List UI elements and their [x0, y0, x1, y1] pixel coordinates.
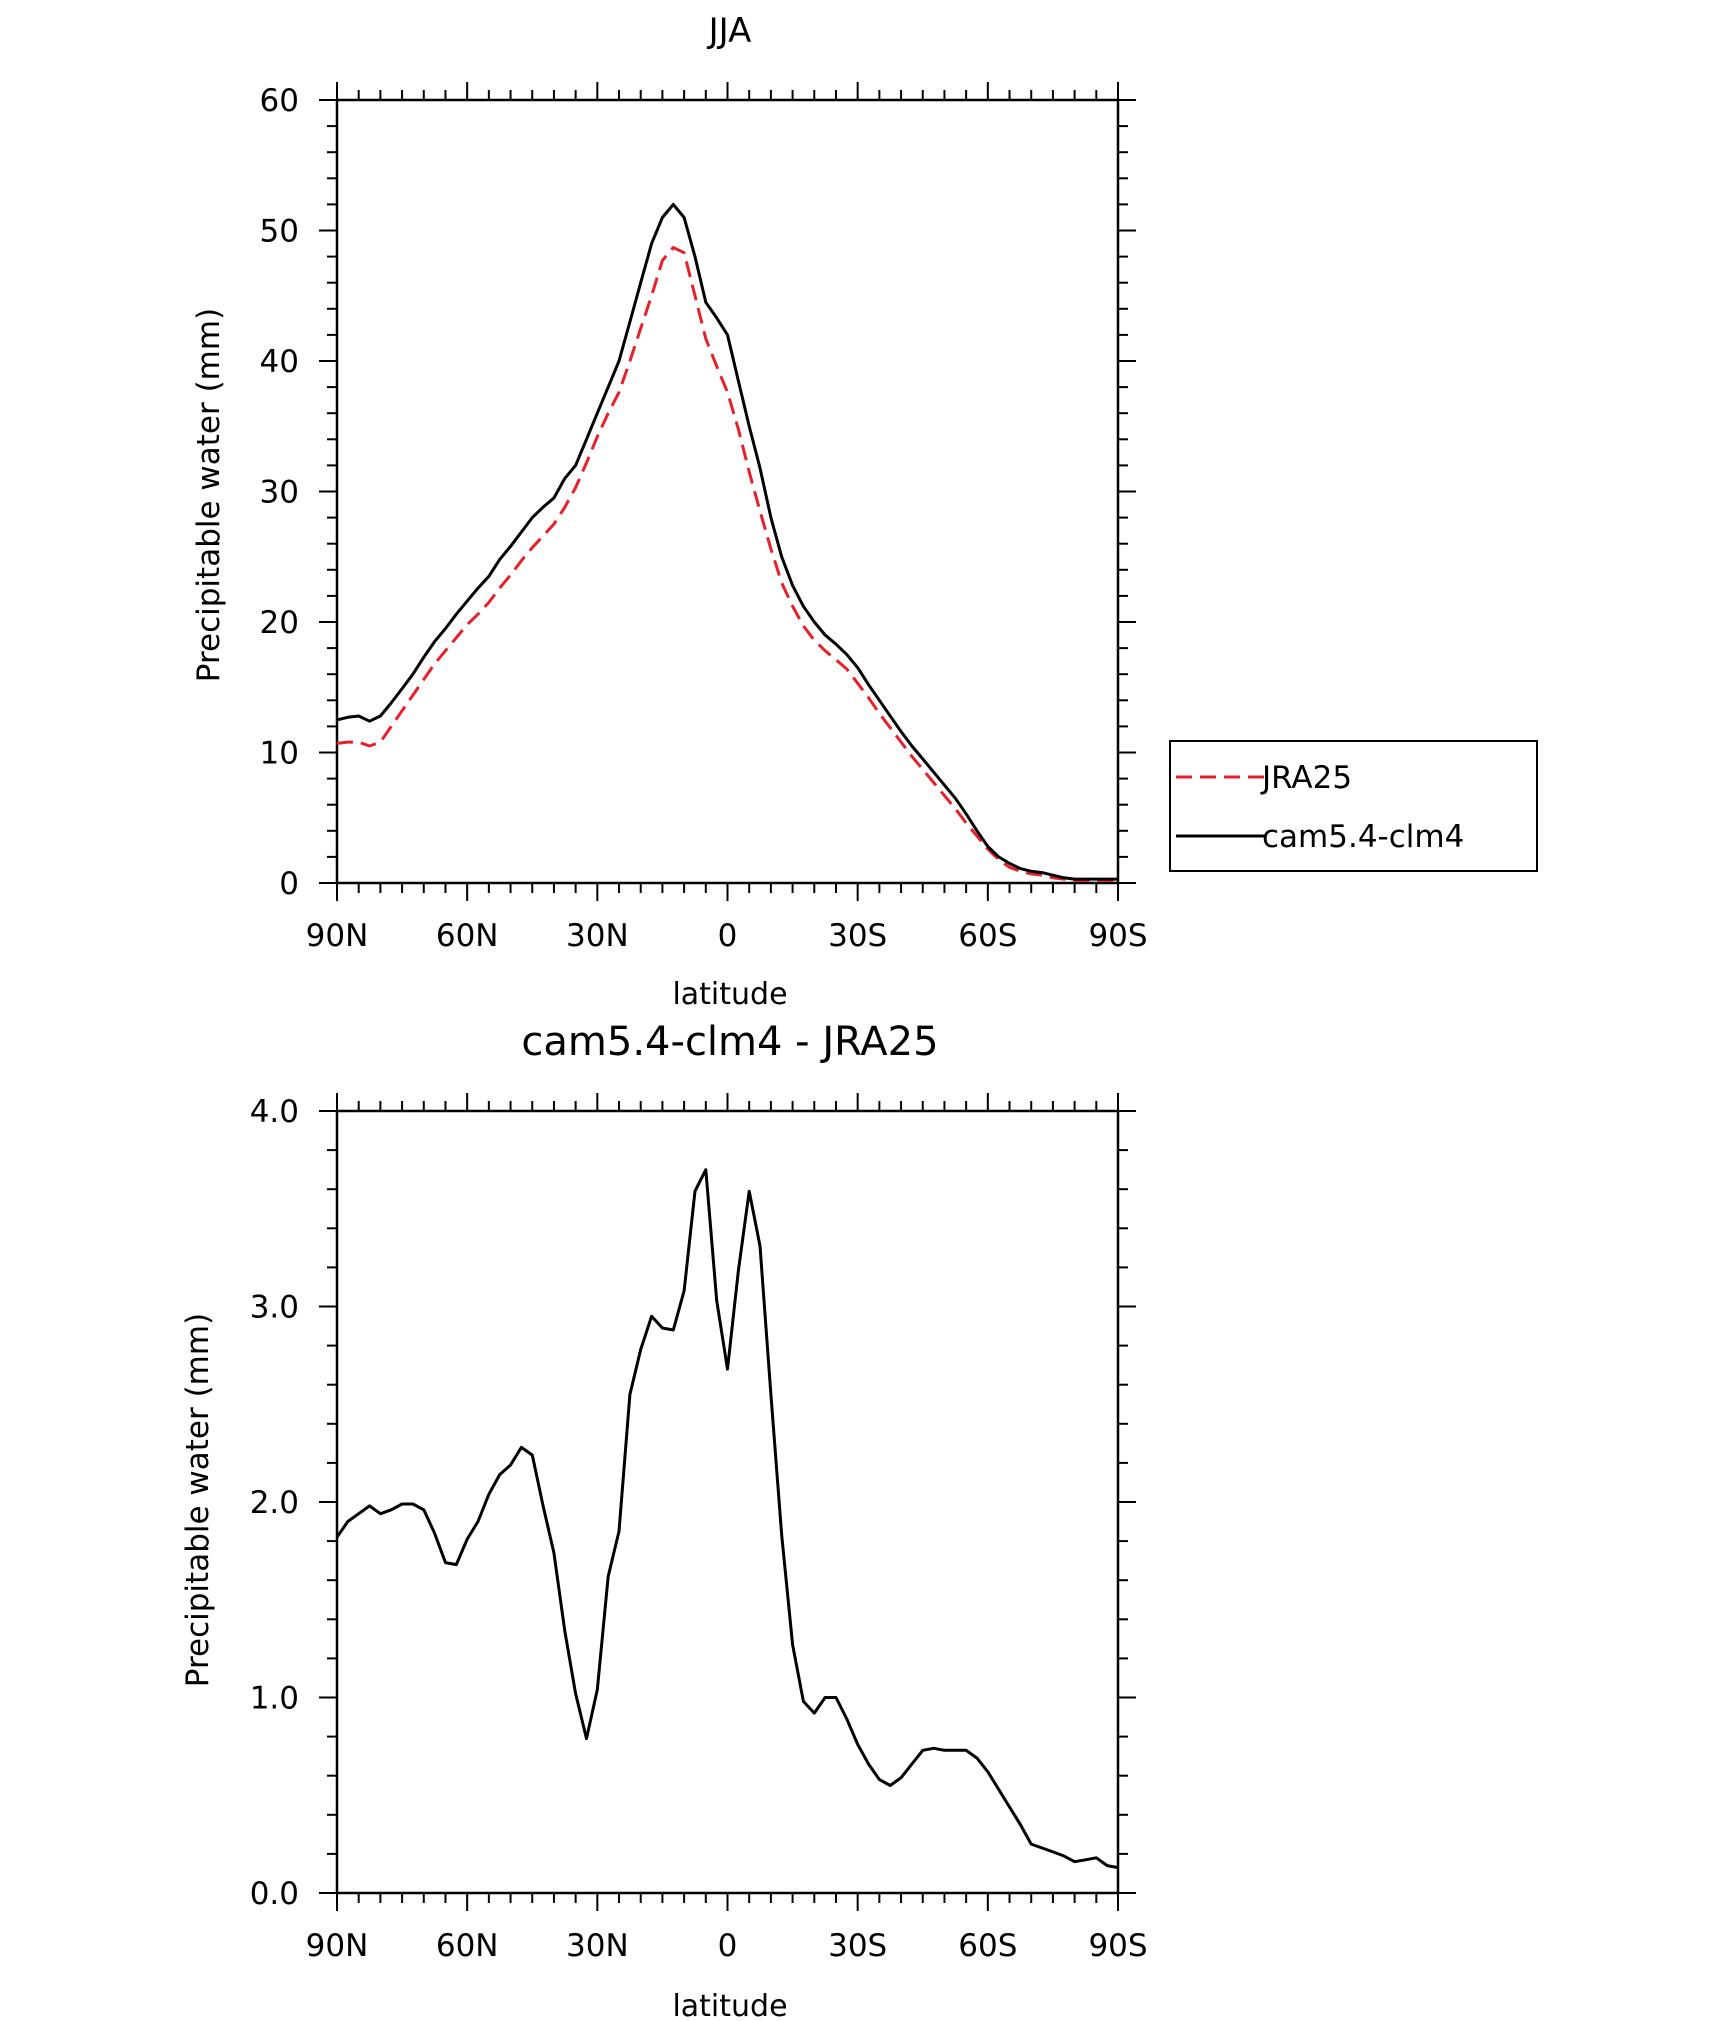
top-chart-y-axis-label: Precipitable water (mm) — [191, 308, 227, 682]
bottom-chart-series — [335, 1168, 1119, 1870]
plot-frame — [335, 98, 1120, 885]
x-tick-label: 90S — [1088, 918, 1147, 954]
x-tick-label: 60S — [958, 1928, 1017, 1964]
bottom-chart-panel: cam5.4-clm4 - JRA25 90N 60N 30N 0 30S 60S 90S 0… — [180, 1019, 1148, 2021]
x-tick-label: 60N — [436, 1928, 499, 1964]
bottom-chart-axes: 90N 60N 30N 0 30S 60S 90S 0.0 1.0 2.0 3.0 4.0 — [250, 1093, 1148, 1964]
series-line-difference — [335, 1168, 1119, 1870]
legend-label-cam: cam5.4-clm4 — [1262, 819, 1464, 855]
top-chart-x-axis-label: latitude — [672, 977, 787, 1012]
x-tick-label: 30N — [566, 1928, 629, 1964]
plot-frame — [335, 1109, 1120, 1895]
x-tick-label: 60N — [436, 918, 499, 954]
y-tick-label: 4.0 — [250, 1094, 299, 1130]
y-tick-label: 3.0 — [250, 1290, 299, 1326]
legend-label-jra25: JRA25 — [1260, 760, 1352, 796]
x-tick-label: 90N — [306, 918, 369, 954]
x-tick-label: 0 — [718, 1928, 738, 1964]
y-tick-label: 0 — [279, 866, 299, 902]
y-tick-label: 2.0 — [250, 1485, 299, 1521]
x-tick-label: 30S — [828, 918, 887, 954]
bottom-chart-title: cam5.4-clm4 - JRA25 — [521, 1019, 938, 1065]
y-tick-label: 20 — [260, 605, 299, 641]
x-tick-label: 90S — [1088, 1928, 1147, 1964]
series-line-cam5-4-clm4 — [336, 202, 1118, 881]
top-chart-axes: 90N 60N 30N 0 30S 60S 90S 0 10 20 30 40 50 60 — [260, 82, 1148, 954]
y-tick-label: 50 — [260, 214, 299, 250]
y-tick-label: 1.0 — [250, 1681, 299, 1717]
y-tick-label: 10 — [260, 736, 299, 772]
x-tick-label: 30S — [828, 1928, 887, 1964]
x-tick-label: 0 — [718, 918, 738, 954]
top-chart-panel: JJA 90N 60N 30N 0 30S 60S 90S 0 10 20 30 40 50 60 lat… — [191, 11, 1148, 1012]
top-chart-series — [336, 202, 1118, 882]
bottom-chart-y-axis-label: Precipitable water (mm) — [180, 1313, 216, 1687]
x-tick-label: 60S — [958, 918, 1017, 954]
x-tick-label: 90N — [306, 1928, 369, 1964]
y-tick-label: 30 — [260, 475, 299, 511]
y-tick-label: 0.0 — [250, 1876, 299, 1912]
top-chart-title: JJA — [707, 11, 752, 51]
y-tick-label: 60 — [260, 83, 299, 119]
series-line-jra25 — [336, 246, 1118, 882]
legend: JRA25 cam5.4-clm4 — [1169, 740, 1538, 872]
legend-box — [1169, 740, 1538, 872]
bottom-chart-x-axis-label: latitude — [672, 1989, 787, 2021]
x-tick-label: 30N — [566, 918, 629, 954]
y-tick-label: 40 — [260, 344, 299, 380]
